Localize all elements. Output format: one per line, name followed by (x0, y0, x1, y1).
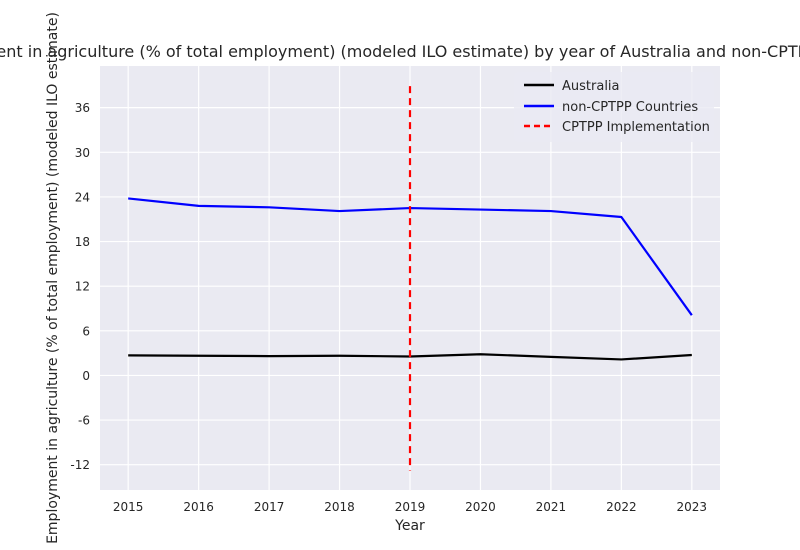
x-tick-label: 2015 (113, 500, 144, 514)
x-tick-label: 2020 (465, 500, 496, 514)
y-tick-label: 36 (75, 101, 90, 115)
x-tick-label: 2019 (395, 500, 426, 514)
chart-title: Employment in agriculture (% of total em… (0, 42, 800, 61)
y-tick-label: 12 (75, 280, 90, 294)
x-tick-label: 2017 (254, 500, 285, 514)
x-axis-label: Year (394, 518, 425, 534)
series-lines (128, 86, 693, 471)
y-tick-label: -6 (78, 414, 90, 428)
x-tick-label: 2021 (536, 500, 567, 514)
y-tick-label: 6 (82, 324, 90, 338)
y-tick-label: 24 (75, 190, 90, 204)
y-tick-label: -12 (70, 458, 90, 472)
legend-label-cptpp-implementation: CPTPP Implementation (562, 120, 710, 135)
legend-box (514, 72, 714, 142)
y-tick-label: 30 (75, 146, 90, 160)
y-tick-label: 18 (75, 235, 90, 249)
x-tick-label: 2018 (324, 500, 355, 514)
x-tick-label: 2022 (606, 500, 637, 514)
y-axis-label: Employment in agriculture (% of total em… (45, 12, 61, 544)
x-tick-label: 2023 (677, 500, 708, 514)
legend-label-australia: Australia (562, 79, 620, 94)
legend: Australia non-CPTPP Countries CPTPP Impl… (514, 72, 714, 142)
tick-labels: 2015 2016 2017 2018 2019 2020 2021 2022 2023 -12 -… (70, 101, 707, 514)
legend-label-non-cptpp: non-CPTPP Countries (562, 100, 698, 115)
x-tick-label: 2016 (183, 500, 214, 514)
y-tick-label: 0 (82, 369, 90, 383)
